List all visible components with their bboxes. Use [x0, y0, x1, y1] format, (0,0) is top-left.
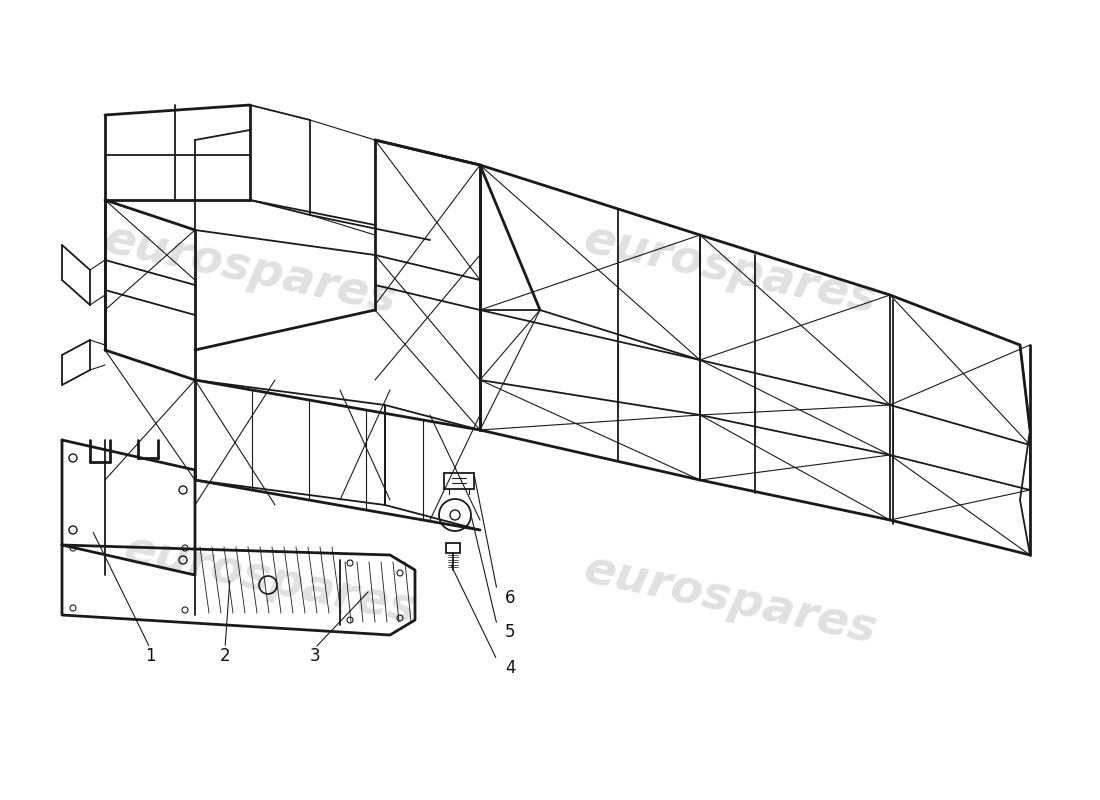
Text: 4: 4: [505, 659, 515, 677]
Bar: [446, 543, 460, 553]
Text: 5: 5: [505, 623, 515, 641]
Text: 6: 6: [505, 589, 515, 607]
Text: 2: 2: [220, 647, 230, 665]
Text: eurospares: eurospares: [580, 547, 881, 653]
Text: 3: 3: [310, 647, 320, 665]
Text: eurospares: eurospares: [99, 217, 400, 323]
Text: 1: 1: [145, 647, 155, 665]
Text: eurospares: eurospares: [580, 217, 881, 323]
Text: eurospares: eurospares: [119, 527, 420, 633]
